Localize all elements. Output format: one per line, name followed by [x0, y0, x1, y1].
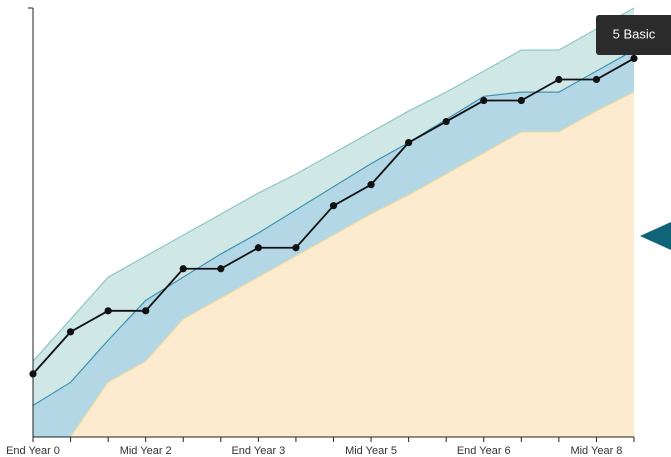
x-tick-label: Mid Year 5: [345, 445, 397, 457]
band-edge: [70, 91, 635, 438]
band-area: [70, 92, 634, 437]
point: [630, 54, 638, 63]
x-tick-label: End Year 0: [6, 445, 60, 457]
x-ticks: End Year 0 Mid Year 2 End Year 3 Mid Year 5…: [6, 437, 635, 457]
x-tick-label: Mid Year 8: [570, 445, 622, 457]
tooltip-box: [596, 15, 671, 55]
point: [29, 370, 37, 378]
point: [66, 328, 75, 336]
point: [217, 265, 225, 273]
x-tick-label: End Year 6: [457, 445, 511, 457]
band-edge: [32, 7, 635, 362]
point: [555, 75, 563, 84]
band-edge: [32, 49, 635, 406]
x-tick-label: Mid Year 2: [120, 445, 172, 457]
areas: [32, 7, 635, 438]
nav-arrow[interactable]: [640, 222, 671, 250]
point: [367, 181, 375, 189]
point: [405, 138, 413, 147]
tooltip-text: 5 Basic: [613, 26, 656, 41]
x-tick-label: End Year 3: [231, 445, 285, 457]
point: [179, 265, 187, 273]
point: [329, 202, 338, 210]
point: [592, 75, 601, 84]
point: [292, 244, 300, 252]
point: [480, 96, 488, 105]
point: [104, 307, 112, 315]
points: [29, 54, 638, 378]
point: [442, 117, 450, 126]
point: [142, 307, 150, 315]
point: [517, 96, 525, 105]
point: [254, 244, 262, 252]
